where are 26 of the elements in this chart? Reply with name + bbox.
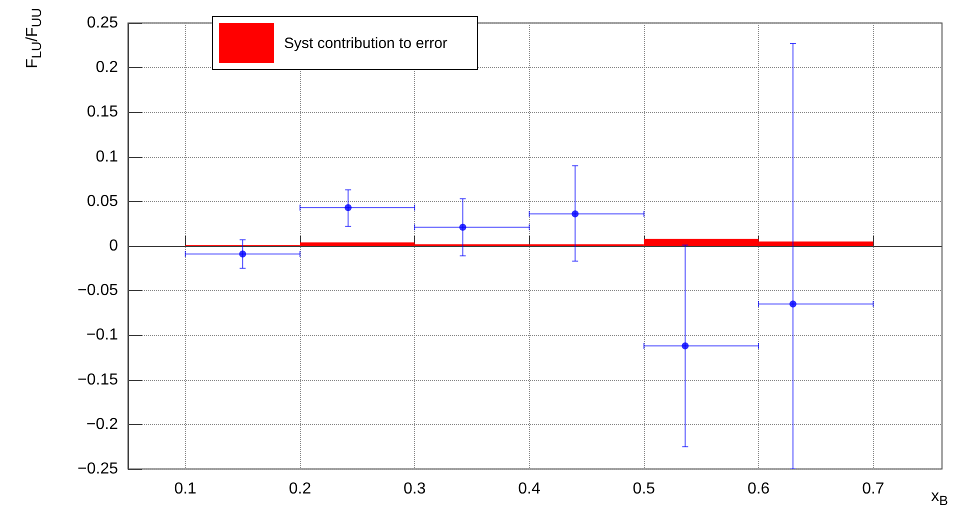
x-tick-label: 0.3: [403, 480, 426, 498]
y-tick-label: 0.2: [96, 59, 118, 76]
x-tick-label: 0.7: [862, 480, 884, 498]
point: [344, 204, 352, 212]
y-tick-label: −0.15: [78, 371, 118, 388]
y-tick-label: 0: [109, 238, 118, 254]
y-tick-label: −0.1: [86, 326, 118, 344]
y-tick-label: −0.05: [78, 282, 118, 300]
x-tick-label: 0.1: [174, 480, 197, 498]
point: [572, 210, 579, 218]
y-tick-label: 0.25: [86, 14, 118, 32]
x-tick-label: 0.6: [747, 480, 770, 498]
y-tick-label: 0.15: [86, 104, 118, 121]
point: [239, 250, 246, 258]
y-tick-label: −0.2: [86, 416, 118, 433]
point: [789, 300, 796, 308]
x-tick-label: 0.2: [288, 480, 312, 498]
x-tick-label: 0.5: [632, 480, 656, 498]
legend: Syst contribution to error: [212, 16, 478, 70]
x-tick-label: 0.4: [518, 480, 540, 498]
point: [682, 342, 689, 350]
point: [459, 224, 466, 231]
x-axis-title: x$_{B}$: [931, 488, 948, 508]
y-tick-label: 0.05: [86, 192, 118, 210]
y-tick-label: −0.25: [78, 460, 118, 478]
y-tick-label: 0.1: [96, 148, 118, 166]
